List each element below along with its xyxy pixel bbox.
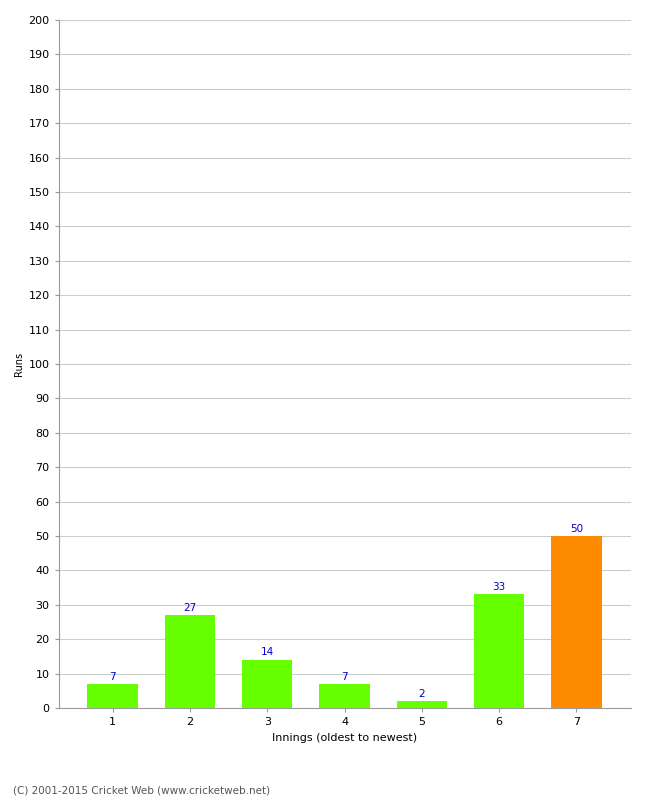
Text: 50: 50 [570,523,583,534]
Text: 27: 27 [183,602,196,613]
Text: (C) 2001-2015 Cricket Web (www.cricketweb.net): (C) 2001-2015 Cricket Web (www.cricketwe… [13,786,270,795]
Bar [396,701,447,708]
Text: 7: 7 [109,671,116,682]
Bar [242,660,292,708]
Text: 14: 14 [261,647,274,658]
Text: 2: 2 [419,689,425,698]
Bar [551,536,601,708]
Text: 7: 7 [341,671,348,682]
Bar [474,594,524,708]
X-axis label: Innings (oldest to newest): Innings (oldest to newest) [272,733,417,742]
Bar [319,684,370,708]
Y-axis label: Runs: Runs [14,352,24,376]
Bar [88,684,138,708]
Bar [165,615,215,708]
Text: 33: 33 [493,582,506,592]
